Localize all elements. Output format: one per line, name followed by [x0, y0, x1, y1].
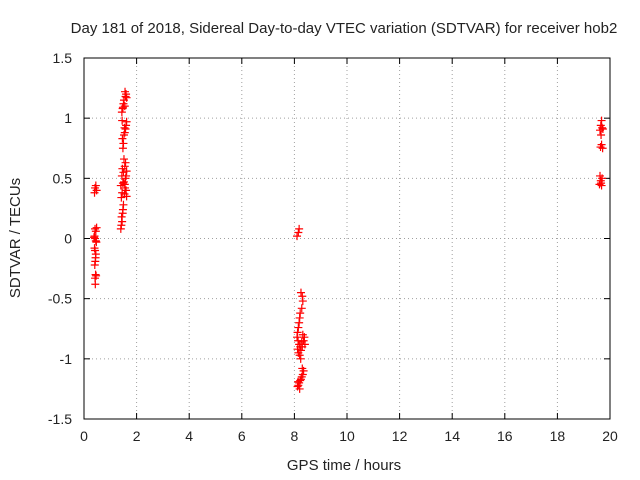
x-axis-label: GPS time / hours: [287, 457, 401, 474]
data-point: [597, 116, 606, 125]
data-point: [293, 232, 302, 241]
x-tick-label: 4: [185, 428, 193, 444]
data-point: [293, 333, 302, 342]
data-point: [92, 238, 101, 247]
data-point: [120, 189, 129, 198]
data-point: [91, 280, 100, 289]
y-tick-label: -1.5: [48, 411, 72, 427]
data-point: [297, 304, 306, 313]
data-point: [300, 340, 309, 349]
data-point: [298, 297, 307, 306]
data-point: [121, 87, 130, 96]
data-point: [597, 131, 606, 140]
x-tick-label: 18: [550, 428, 566, 444]
data-point: [91, 227, 100, 236]
x-tick-label: 16: [497, 428, 513, 444]
data-point: [296, 342, 305, 351]
x-tick-label: 20: [602, 428, 618, 444]
data-point: [120, 123, 129, 132]
data-point: [295, 384, 304, 393]
data-point: [296, 354, 305, 363]
data-point: [597, 179, 606, 188]
data-point: [119, 139, 128, 148]
data-point: [597, 140, 606, 149]
y-tick-label: -1: [60, 351, 73, 367]
data-point: [89, 233, 98, 242]
x-tick-label: 6: [238, 428, 246, 444]
x-tick-label: 2: [133, 428, 141, 444]
data-point: [294, 377, 303, 386]
data-point: [117, 221, 126, 230]
data-point: [121, 158, 130, 167]
data-point: [295, 224, 304, 233]
data-point: [598, 144, 607, 153]
data-point: [118, 116, 127, 125]
data-point: [598, 124, 607, 133]
x-tick-label: 8: [291, 428, 299, 444]
data-point: [122, 93, 131, 102]
data-point: [298, 330, 307, 339]
data-point: [294, 228, 303, 237]
data-point: [296, 288, 305, 297]
data-point: [92, 186, 101, 195]
y-tick-label: 1: [64, 110, 72, 126]
chart-title: Day 181 of 2018, Sidereal Day-to-day VTE…: [71, 20, 618, 37]
data-point: [294, 323, 303, 332]
y-tick-label: -0.5: [48, 291, 72, 307]
data-point: [119, 155, 128, 164]
data-point: [299, 366, 308, 375]
y-axis-label: SDTVAR / TECUs: [7, 178, 24, 298]
data-points: [89, 87, 607, 393]
data-point: [118, 179, 127, 188]
data-point: [90, 260, 99, 269]
data-point: [91, 246, 100, 255]
plot-frame: [83, 57, 611, 420]
y-tick-label: 0: [64, 231, 72, 247]
x-tick-label: 14: [444, 428, 460, 444]
x-tick-label: 0: [80, 428, 88, 444]
data-point: [120, 162, 129, 171]
data-point: [299, 336, 308, 345]
axis-ticks: 0 2 4 6 8 10 12 14 16 18 20 -1.5 -1 -0.5 0 0.5 1 1.5: [48, 50, 618, 444]
data-point: [92, 223, 101, 232]
grid: [84, 58, 610, 419]
data-point: [295, 318, 304, 327]
x-tick-label: 12: [392, 428, 408, 444]
data-point: [117, 212, 126, 221]
y-tick-label: 1.5: [53, 50, 73, 66]
data-point: [117, 108, 126, 117]
data-point: [118, 104, 127, 113]
data-point: [119, 200, 128, 209]
data-point: [118, 134, 127, 143]
data-point: [295, 351, 304, 360]
data-point: [596, 171, 605, 180]
x-tick-label: 10: [339, 428, 355, 444]
y-tick-label: 0.5: [53, 170, 73, 186]
data-point: [122, 167, 131, 176]
data-point: [296, 346, 305, 355]
data-point: [122, 117, 131, 126]
data-point: [91, 181, 100, 190]
